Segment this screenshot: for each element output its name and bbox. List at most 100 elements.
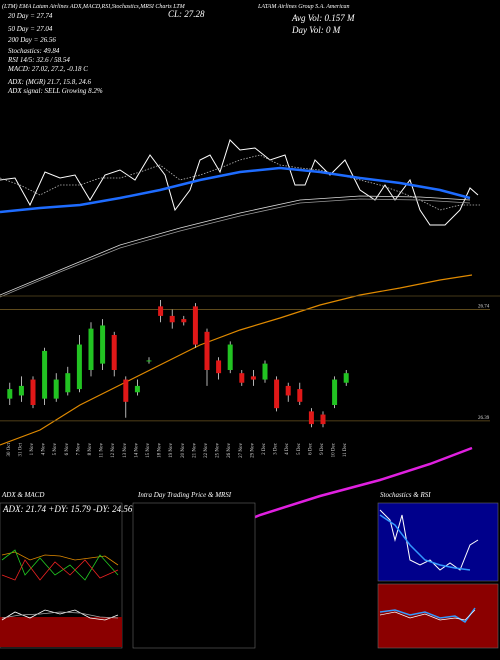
indicator: 50 Day = 27.04: [8, 25, 53, 33]
x-tick-label: 4 Nov: [42, 443, 47, 456]
macd-line: [1, 609, 119, 621]
candle-body: [308, 411, 314, 425]
indicator: 20 Day = 27.74: [8, 12, 53, 20]
x-tick-label: 15 Nov: [146, 443, 151, 458]
x-tick-label: 6 Nov: [65, 443, 70, 456]
candle-body: [262, 363, 268, 380]
candle-body: [65, 373, 71, 393]
indicator: MACD: 27.02, 27.2, -0.18 C: [7, 65, 88, 73]
di-line: [1, 559, 119, 581]
x-tick-label: 14 Nov: [134, 443, 139, 458]
x-tick-label: 5 Nov: [53, 443, 58, 456]
x-tick-label: 13 Nov: [123, 443, 128, 458]
candle-body: [250, 376, 256, 380]
x-tick-label: 22 Nov: [204, 443, 209, 458]
indicator: Stochastics: 49.84: [8, 47, 60, 55]
ema50-line-2: [0, 198, 471, 298]
x-tick-label: 19 Nov: [169, 443, 174, 458]
rsi-panel: [377, 583, 499, 649]
rsi-line-2: [379, 609, 476, 621]
di-line: [1, 549, 119, 581]
x-tick-label: 12 Nov: [111, 443, 116, 458]
candle-body: [76, 344, 82, 390]
stoch-k: [379, 509, 479, 571]
indicator: 200 Day = 26.56: [8, 36, 56, 44]
candle-body: [204, 331, 210, 370]
x-tick-label: 9 Dec: [320, 442, 325, 455]
x-tick-label: 27 Nov: [239, 443, 244, 458]
x-tick-label: 18 Nov: [158, 443, 163, 458]
x-tick-label: 29 Nov: [250, 443, 255, 458]
candle-body: [274, 379, 280, 409]
candle-body: [297, 389, 303, 402]
candle-body: [158, 306, 164, 316]
x-tick-label: 10 Dec: [332, 442, 337, 457]
candle-body: [320, 414, 326, 425]
panel-title: Stochastics & RSI: [380, 491, 431, 499]
panel-title: Intra Day Trading Price & MRSI: [137, 491, 232, 499]
x-tick-label: 7 Nov: [76, 443, 81, 456]
candle-body: [169, 315, 175, 323]
y-tick-label: 26.39: [478, 416, 490, 421]
stoch-d: [379, 514, 471, 571]
adx: ADX: (MGR) 21.7, 15.8, 24.6: [7, 78, 92, 86]
company: LATAM Airlines Group S.A. American: [257, 4, 350, 10]
candle-body: [88, 328, 94, 370]
candle-body: [227, 344, 233, 370]
candle-body: [111, 335, 117, 370]
x-tick-label: 3 Dec: [274, 442, 279, 455]
x-tick-label: 5 Dec: [297, 442, 302, 455]
x-tick-label: 4 Dec: [285, 442, 290, 455]
x-tick-label: 20 Nov: [181, 443, 186, 458]
y-tick-label: 26.74: [478, 305, 490, 310]
adx-values: ADX: 21.74 +DY: 15.79 -DY: 24.56: [2, 504, 133, 514]
close-price: CL: 27.28: [168, 9, 205, 19]
adx-signal: ADX signal: SELL Growing 8.2%: [7, 87, 103, 95]
candle-body: [192, 306, 198, 345]
candle-body: [285, 385, 291, 396]
signal-line: [1, 611, 119, 619]
candle-body: [7, 389, 13, 399]
candle-body: [343, 373, 349, 383]
candle-body: [123, 379, 129, 402]
x-tick-label: 11 Dec: [343, 442, 348, 457]
candle-body: [134, 385, 140, 393]
x-tick-label: 2 Dec: [262, 442, 267, 455]
candle-body: [53, 379, 59, 399]
x-tick-label: 31 Oct: [18, 442, 23, 456]
x-tick-label: 30 Oct: [7, 442, 12, 456]
x-tick-label: 25 Nov: [216, 443, 221, 458]
stoch-panel: [377, 502, 499, 582]
candle-body: [18, 385, 24, 396]
panel-title: ADX & MACD: [1, 491, 44, 499]
x-tick-label: 6 Dec: [308, 442, 313, 455]
x-tick-label: 21 Nov: [192, 443, 197, 458]
day-vol: Day Vol: 0 M: [291, 25, 341, 35]
indicator: RSI 14/5: 32.6 / 58.54: [7, 56, 70, 64]
ema50-line: [0, 195, 471, 296]
avg-vol: Avg Vol: 0.157 M: [291, 13, 355, 23]
candle-body: [30, 379, 36, 405]
adx-line: [1, 551, 119, 566]
x-tick-label: 11 Nov: [100, 443, 105, 458]
candle-body: [100, 325, 106, 364]
x-tick-label: 26 Nov: [227, 443, 232, 458]
candle-body: [42, 350, 48, 399]
candle-body: [181, 319, 187, 323]
candle-body: [332, 379, 338, 405]
x-tick-label: 1 Nov: [30, 443, 35, 456]
ema-line: [0, 139, 479, 226]
ema20-line: [0, 166, 471, 214]
rsi-line: [379, 607, 476, 623]
chart-name: (LTM) EMA Latam Airlines ADX,MACD,RSI,St…: [2, 3, 186, 10]
candle-body: [239, 373, 245, 383]
ema200-line: [0, 274, 473, 446]
intraday-panel: [132, 502, 256, 649]
macd-zero: [0, 617, 122, 647]
candle-body: [216, 360, 222, 374]
stoch-line: [0, 154, 480, 211]
x-tick-label: 8 Nov: [88, 443, 93, 456]
candle-body: [146, 360, 152, 362]
